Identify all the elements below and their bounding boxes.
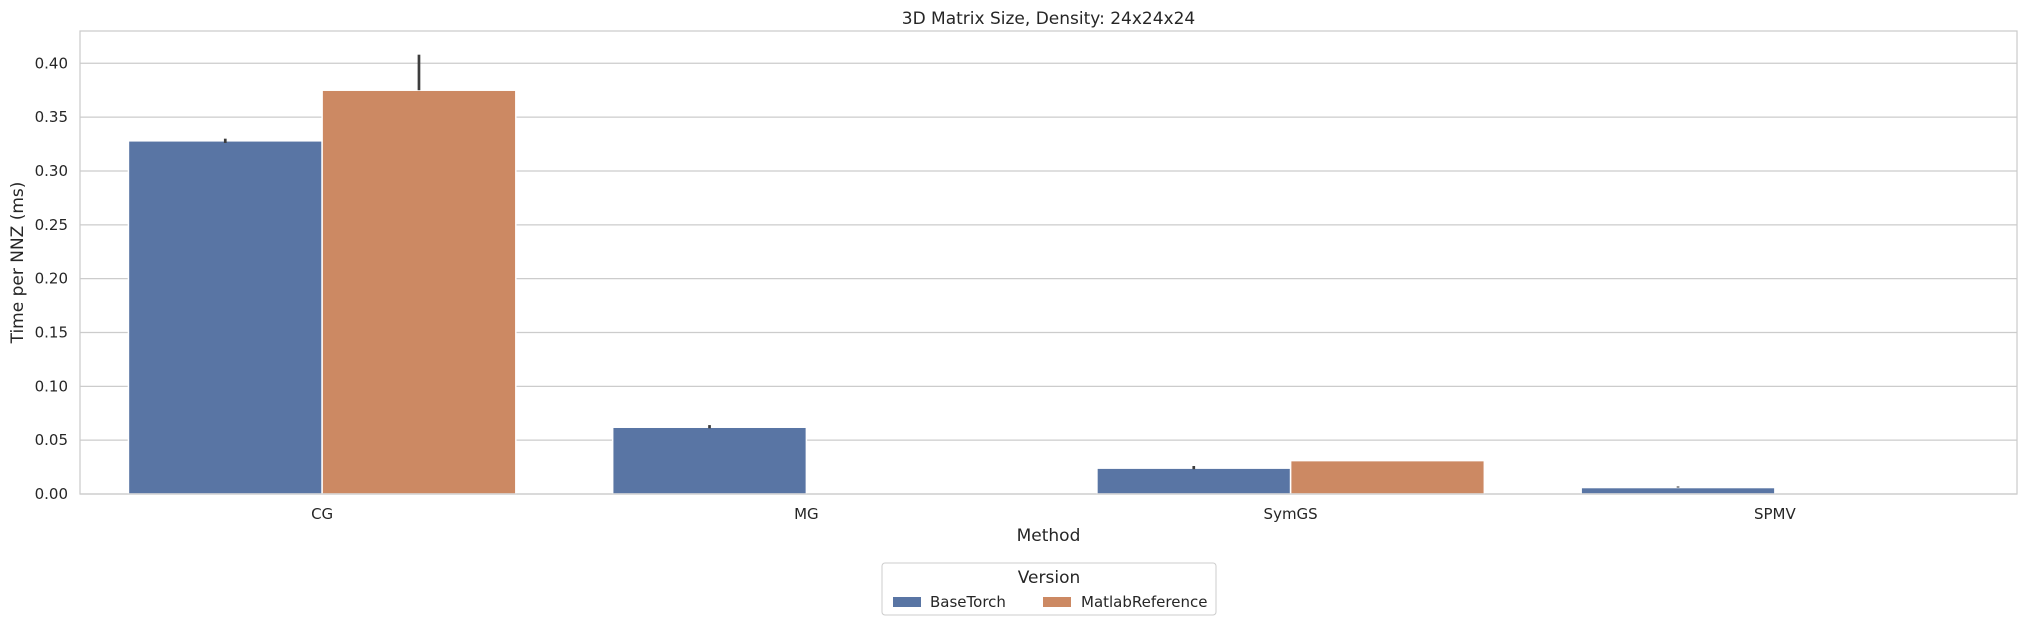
y-tick-label: 0.15 [35, 323, 68, 341]
y-tick-label: 0.30 [35, 162, 68, 180]
bar-matlabreference [1289, 459, 1486, 495]
x-tick-label: CG [311, 505, 333, 523]
legend-label-matlabreference: MatlabReference [1081, 593, 1207, 611]
legend: Version BaseTorch MatlabReference [881, 562, 1217, 616]
x-tick-label: MG [794, 505, 819, 523]
legend-box [881, 562, 1217, 616]
y-tick-labels: 0.00 0.05 0.10 0.15 0.20 0.25 0.30 0.35 0.40 [35, 54, 68, 503]
bar-matlabreference [321, 89, 517, 495]
bar-basetorch [1580, 486, 1776, 495]
bar-basetorch [611, 426, 808, 495]
x-tick-label: SymGS [1264, 505, 1318, 523]
legend-swatch-matlabreference [1043, 597, 1071, 607]
y-tick-label: 0.25 [35, 216, 68, 234]
x-tick-labels: CG MG SymGS SPMV [311, 505, 1796, 523]
x-tick-label: SPMV [1754, 505, 1797, 523]
y-tick-label: 0.00 [35, 485, 68, 503]
x-axis-label: Method [1017, 526, 1081, 546]
y-tick-label: 0.20 [35, 270, 68, 288]
y-tick-label: 0.05 [35, 431, 68, 449]
legend-title: Version [1018, 568, 1081, 588]
plot-frame [79, 30, 2018, 495]
chart-title: 3D Matrix Size, Density: 24x24x24 [902, 9, 1195, 29]
y-axis-label: Time per NNZ (ms) [8, 182, 28, 345]
bar-basetorch [1096, 467, 1292, 495]
legend-swatch-basetorch [893, 597, 921, 607]
y-tick-label: 0.10 [35, 377, 68, 395]
bars [127, 89, 1776, 495]
y-tick-label: 0.35 [35, 108, 68, 126]
bar-basetorch [127, 140, 323, 495]
y-tick-label: 0.40 [35, 54, 68, 72]
legend-label-basetorch: BaseTorch [930, 593, 1006, 611]
error-bars [223, 54, 1680, 488]
